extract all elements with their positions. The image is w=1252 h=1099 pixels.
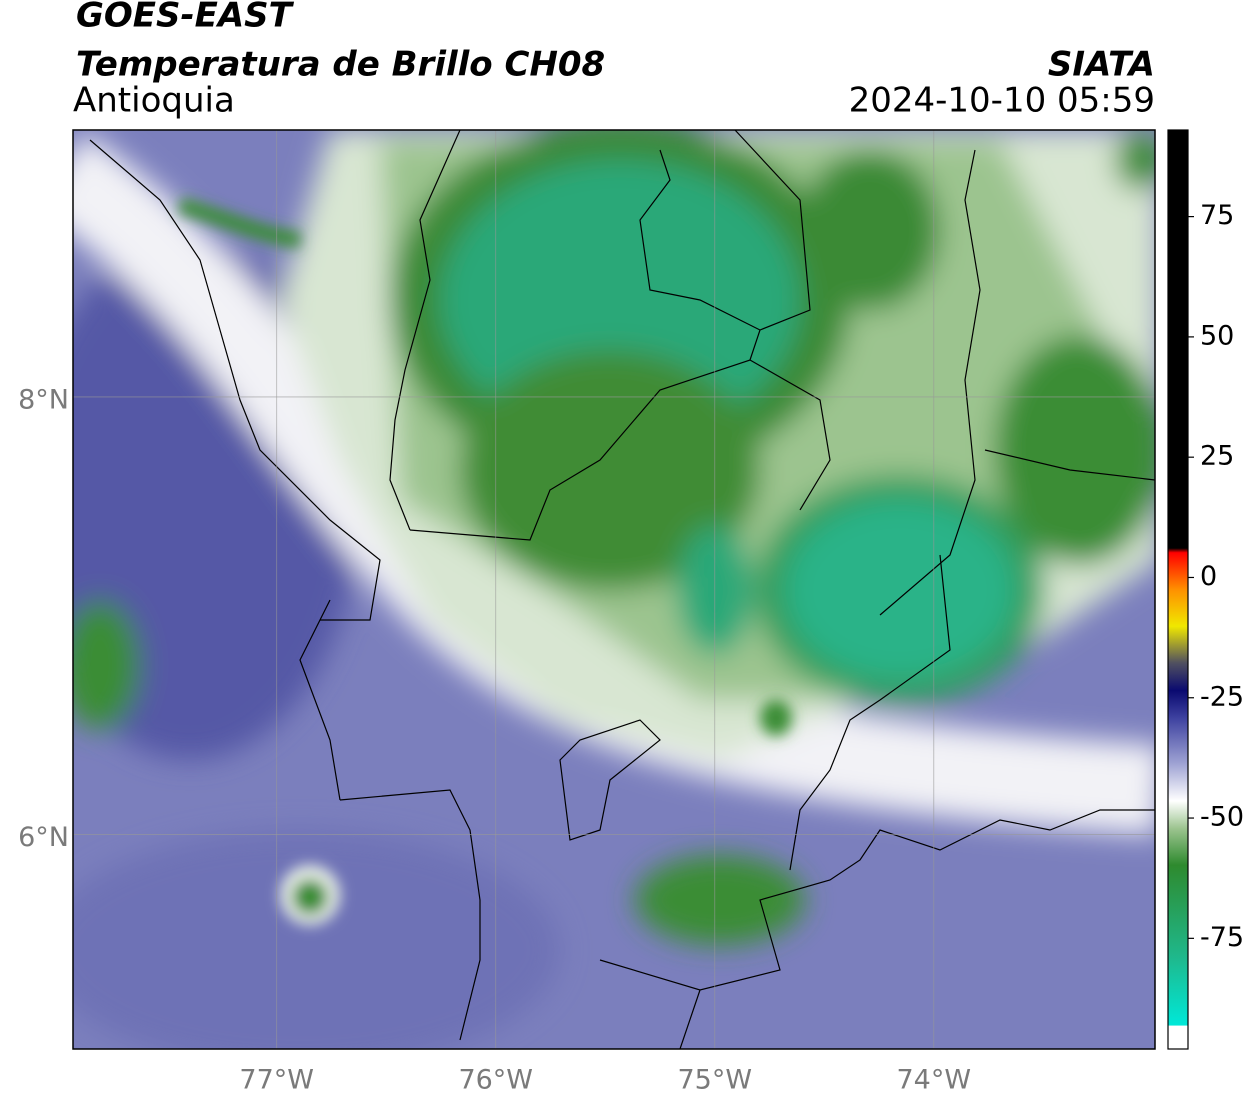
colorbar-tick-label: -25 [1200, 681, 1244, 712]
colorbar-tick-label: 25 [1200, 441, 1234, 472]
subtitle: Temperatura de Brillo CH08 [76, 45, 605, 85]
y-tick-label: 6°N [18, 822, 69, 853]
x-tick-label: 75°W [677, 1065, 752, 1096]
datetime: 2024-10-10 05:59 [849, 81, 1155, 121]
y-tick-label: 8°N [18, 384, 69, 415]
colorbar-tick-label: 0 [1200, 561, 1217, 592]
colorbar-tick-label: -50 [1200, 802, 1244, 833]
colorbar-tick-label: 75 [1200, 200, 1234, 231]
region: Antioquia [73, 81, 235, 121]
colorbar-tick-label: -75 [1200, 922, 1244, 953]
map-frame [72, 129, 1156, 1050]
colorbar-tick-label: 50 [1200, 320, 1234, 351]
source: SIATA [1048, 45, 1155, 85]
satellite-image [73, 130, 1155, 1049]
colorbar [1167, 129, 1189, 1050]
x-tick-label: 74°W [897, 1065, 972, 1096]
title: GOES-EAST [76, 0, 295, 36]
graticule [73, 130, 1155, 1049]
x-tick-label: 77°W [239, 1065, 314, 1096]
x-tick-label: 76°W [458, 1065, 533, 1096]
